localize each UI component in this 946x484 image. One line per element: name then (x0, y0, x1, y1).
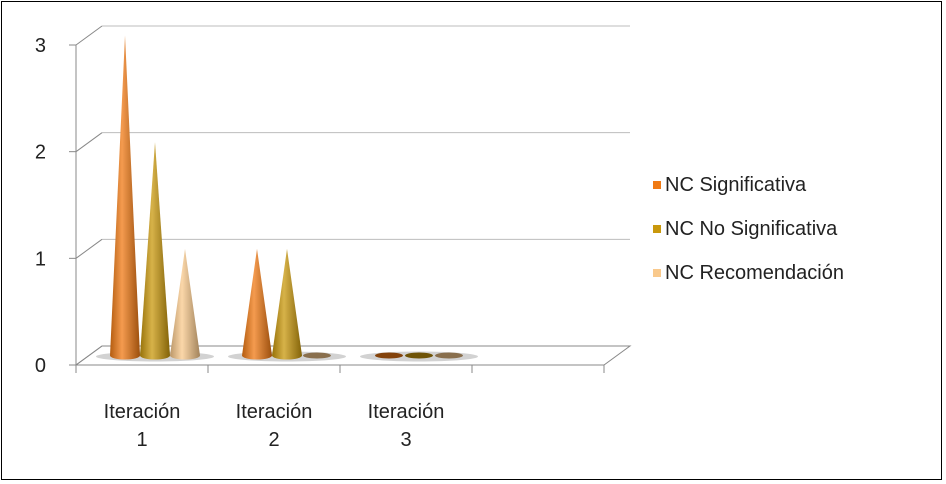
legend-item-series-3: NC Recomendación (653, 262, 844, 284)
cone-mark-zero (405, 352, 433, 359)
legend-label: NC Significativa (665, 174, 807, 196)
y-tick-connector (75, 25, 103, 46)
y-tick-connector (75, 132, 103, 153)
cone-mark-zero (375, 352, 403, 359)
legend-swatch (653, 225, 661, 233)
x-category-label: Iteración 1 (104, 401, 181, 451)
cone-mark-zero (435, 352, 463, 359)
x-category-label: Iteración 2 (236, 401, 313, 451)
cone-mark (110, 35, 140, 360)
cone-mark-zero (303, 352, 331, 359)
axes (69, 25, 632, 373)
y-tick-label: 1 (35, 248, 46, 270)
legend-swatch (653, 181, 661, 189)
legend-item-series-1: NC Significativa (653, 174, 844, 196)
x-category-label-line: 2 (268, 429, 279, 451)
legend-item-series-2: NC No Significativa (653, 218, 844, 240)
data-marks (110, 35, 463, 360)
legend-label: NC Recomendación (665, 262, 844, 284)
x-category-labels: Iteración 1 Iteración 2 Iteración 3 (104, 401, 445, 451)
x-category-label-line: Iteración (368, 401, 445, 423)
floor-plane (74, 345, 632, 366)
legend-swatch (653, 269, 661, 277)
y-tick-label: 2 (35, 142, 46, 164)
x-category-label: Iteración 3 (368, 401, 445, 451)
legend: NC Significativa NC No Significativa NC … (653, 174, 844, 306)
y-tick-label: 3 (35, 35, 46, 57)
x-category-label-line: 3 (400, 429, 411, 451)
cone-mark (242, 248, 272, 360)
x-category-label-line: 1 (136, 429, 147, 451)
cone-mark (170, 248, 200, 360)
y-tick-labels: 0 1 2 3 (35, 35, 46, 377)
legend-label: NC No Significativa (665, 218, 838, 240)
y-tick-label: 0 (35, 355, 46, 377)
y-tick-connector (75, 238, 103, 259)
gridlines (102, 25, 630, 240)
cone-mark (272, 248, 302, 360)
x-category-label-line: Iteración (104, 401, 181, 423)
cone-mark (140, 142, 170, 360)
x-category-label-line: Iteración (236, 401, 313, 423)
